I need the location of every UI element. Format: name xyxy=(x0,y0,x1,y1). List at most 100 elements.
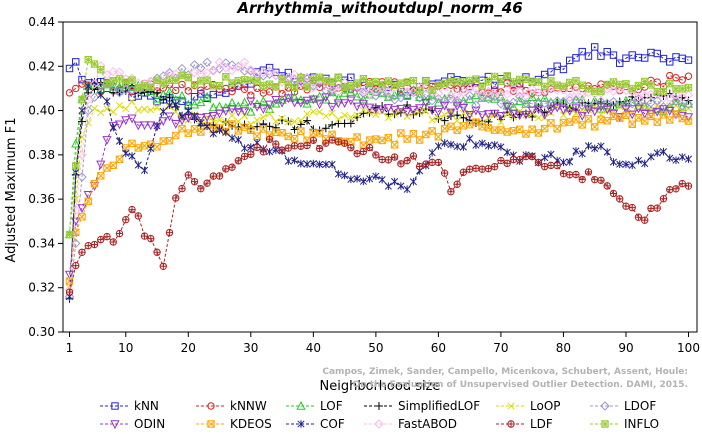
data-point-knnw xyxy=(666,71,674,80)
data-point-inflo xyxy=(272,83,280,91)
data-point-odin xyxy=(508,109,519,119)
data-point-kdeos xyxy=(572,115,580,124)
data-point-odin xyxy=(633,104,644,114)
data-point-odin xyxy=(590,107,600,117)
data-point-inflo xyxy=(115,75,124,83)
data-point-cof xyxy=(491,141,499,149)
y-axis-label: Adjusted Maximum F1 xyxy=(4,118,19,263)
data-point-odin xyxy=(521,110,531,120)
legend-marker-ldof xyxy=(600,401,610,411)
data-point-cof xyxy=(347,175,355,184)
data-point-ldf xyxy=(322,139,330,147)
data-point-inflo xyxy=(234,76,243,85)
data-point-odin xyxy=(246,97,256,107)
data-point-kdeos xyxy=(165,136,174,145)
plot-frame xyxy=(62,21,698,333)
data-point-simplifiedlof xyxy=(453,111,462,120)
data-point-odin xyxy=(596,103,606,112)
data-point-ldf xyxy=(578,175,586,184)
data-point-cof xyxy=(634,156,643,165)
data-point-fastabod xyxy=(527,84,537,94)
data-point-inflo xyxy=(641,77,649,86)
data-point-fastabod xyxy=(108,66,118,77)
data-point-kdeos xyxy=(284,132,293,141)
data-point-inflo xyxy=(540,82,549,91)
data-point-cof xyxy=(672,156,680,165)
data-point-loop xyxy=(428,116,436,124)
data-point-ldf xyxy=(515,155,524,164)
legend-marker-inflo xyxy=(601,420,609,428)
data-point-inflo xyxy=(659,87,668,96)
data-point-simplifiedlof xyxy=(296,120,305,129)
legend-item-knnw: kNNW xyxy=(196,399,267,413)
data-point-kdeos xyxy=(128,139,136,147)
legend-item-loop: LoOP xyxy=(496,399,561,413)
data-point-knnw xyxy=(172,86,180,95)
data-point-loop xyxy=(153,104,161,112)
data-point-cof xyxy=(478,139,486,148)
data-point-ldof xyxy=(627,99,637,109)
data-point-kdeos xyxy=(197,128,205,136)
legend-label-loop: LoOP xyxy=(530,399,561,413)
data-point-cof xyxy=(134,161,142,169)
data-point-ldf xyxy=(140,232,149,240)
data-point-kdeos xyxy=(440,124,449,133)
data-point-cof xyxy=(234,135,242,144)
data-point-loop xyxy=(297,116,305,124)
data-point-loop xyxy=(322,112,330,120)
data-point-cof xyxy=(178,112,186,121)
data-point-kdeos xyxy=(359,141,368,149)
data-point-loop xyxy=(353,111,361,119)
data-point-odin xyxy=(421,98,431,108)
data-point-simplifiedlof xyxy=(596,97,605,106)
data-point-ldf xyxy=(303,141,311,150)
data-point-kdeos xyxy=(290,135,299,143)
data-point-knn xyxy=(572,54,580,62)
data-point-odin xyxy=(621,105,631,115)
data-point-ldf xyxy=(190,178,199,186)
data-point-odin xyxy=(89,182,100,191)
data-point-inflo xyxy=(365,80,374,88)
legend-label-ldof: LDOF xyxy=(624,399,656,413)
data-point-lof xyxy=(415,92,425,101)
data-point-odin xyxy=(183,114,193,124)
data-point-inflo xyxy=(503,72,511,80)
data-point-kdeos xyxy=(653,118,661,126)
data-point-ldf xyxy=(634,213,643,221)
data-point-ldf xyxy=(453,180,461,188)
data-point-ldof xyxy=(396,93,406,103)
data-point-loop xyxy=(341,111,349,119)
data-point-cof xyxy=(641,159,649,168)
data-point-kdeos xyxy=(353,133,361,141)
data-point-ldf xyxy=(478,165,486,173)
data-point-ldof xyxy=(246,66,256,76)
data-point-cof xyxy=(247,143,255,151)
data-point-inflo xyxy=(90,60,99,68)
data-point-loop xyxy=(72,195,80,203)
data-point-ldf xyxy=(622,202,630,210)
data-point-ldf xyxy=(465,165,474,173)
legend-marker-loop xyxy=(507,402,515,410)
data-point-ldof xyxy=(164,67,175,78)
data-point-lof xyxy=(246,106,256,116)
legend-marker-odin xyxy=(110,420,120,430)
data-point-cof xyxy=(353,174,361,183)
data-point-inflo xyxy=(603,80,611,89)
data-point-inflo xyxy=(215,82,224,90)
data-point-ldf xyxy=(666,186,674,194)
data-point-inflo xyxy=(597,87,605,96)
data-point-simplifiedlof xyxy=(321,124,330,133)
legend-label-cof: COF xyxy=(320,417,345,431)
data-point-cof xyxy=(197,119,205,127)
legend-label-kdeos: KDEOS xyxy=(230,417,272,431)
data-point-inflo xyxy=(478,82,486,90)
data-point-fastabod xyxy=(246,65,256,75)
data-point-knnw xyxy=(184,87,192,95)
data-point-odin xyxy=(565,107,575,116)
legend-label-lof: LOF xyxy=(320,399,343,413)
data-point-cof xyxy=(566,158,574,166)
data-point-inflo xyxy=(72,162,80,170)
legend-item-knn: kNN xyxy=(100,399,159,413)
data-point-odin xyxy=(164,112,175,122)
y-tick-label: 0.42 xyxy=(28,59,55,73)
